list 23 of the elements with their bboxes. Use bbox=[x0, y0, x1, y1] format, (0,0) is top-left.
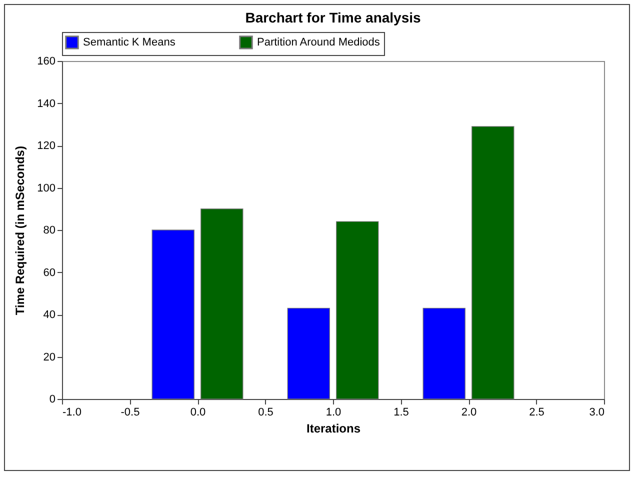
y-tick-label: 100 bbox=[37, 182, 56, 194]
y-tick-label: 60 bbox=[43, 266, 56, 279]
chart-title: Barchart for Time analysis bbox=[245, 10, 422, 26]
y-axis-title: Time Required (in mSeconds) bbox=[13, 146, 28, 316]
x-tick-label: 0.5 bbox=[258, 406, 274, 418]
x-tick-label: 3.0 bbox=[589, 406, 604, 418]
legend-label: Partition Around Mediods bbox=[257, 36, 380, 48]
y-tick-label: 20 bbox=[43, 351, 56, 364]
y-tick-label: 120 bbox=[37, 140, 56, 152]
x-tick-label: -0.5 bbox=[120, 406, 140, 418]
x-axis-title: Iterations bbox=[306, 422, 361, 436]
y-tick-label: 160 bbox=[37, 56, 56, 68]
x-tick-label: 2.0 bbox=[461, 406, 477, 418]
x-tick-label: -1.0 bbox=[62, 406, 82, 418]
y-tick-label: 140 bbox=[37, 98, 56, 110]
x-tick-label: 2.5 bbox=[529, 406, 544, 418]
y-tick-label: 0 bbox=[49, 394, 56, 406]
x-tick-label: 1.5 bbox=[394, 406, 409, 418]
y-tick-label: 80 bbox=[43, 224, 56, 236]
legend-label: Semantic K Means bbox=[83, 36, 176, 48]
x-tick-label: 1.0 bbox=[326, 406, 342, 418]
x-tick-label: 0.0 bbox=[190, 406, 206, 418]
y-tick-label: 40 bbox=[43, 309, 56, 321]
